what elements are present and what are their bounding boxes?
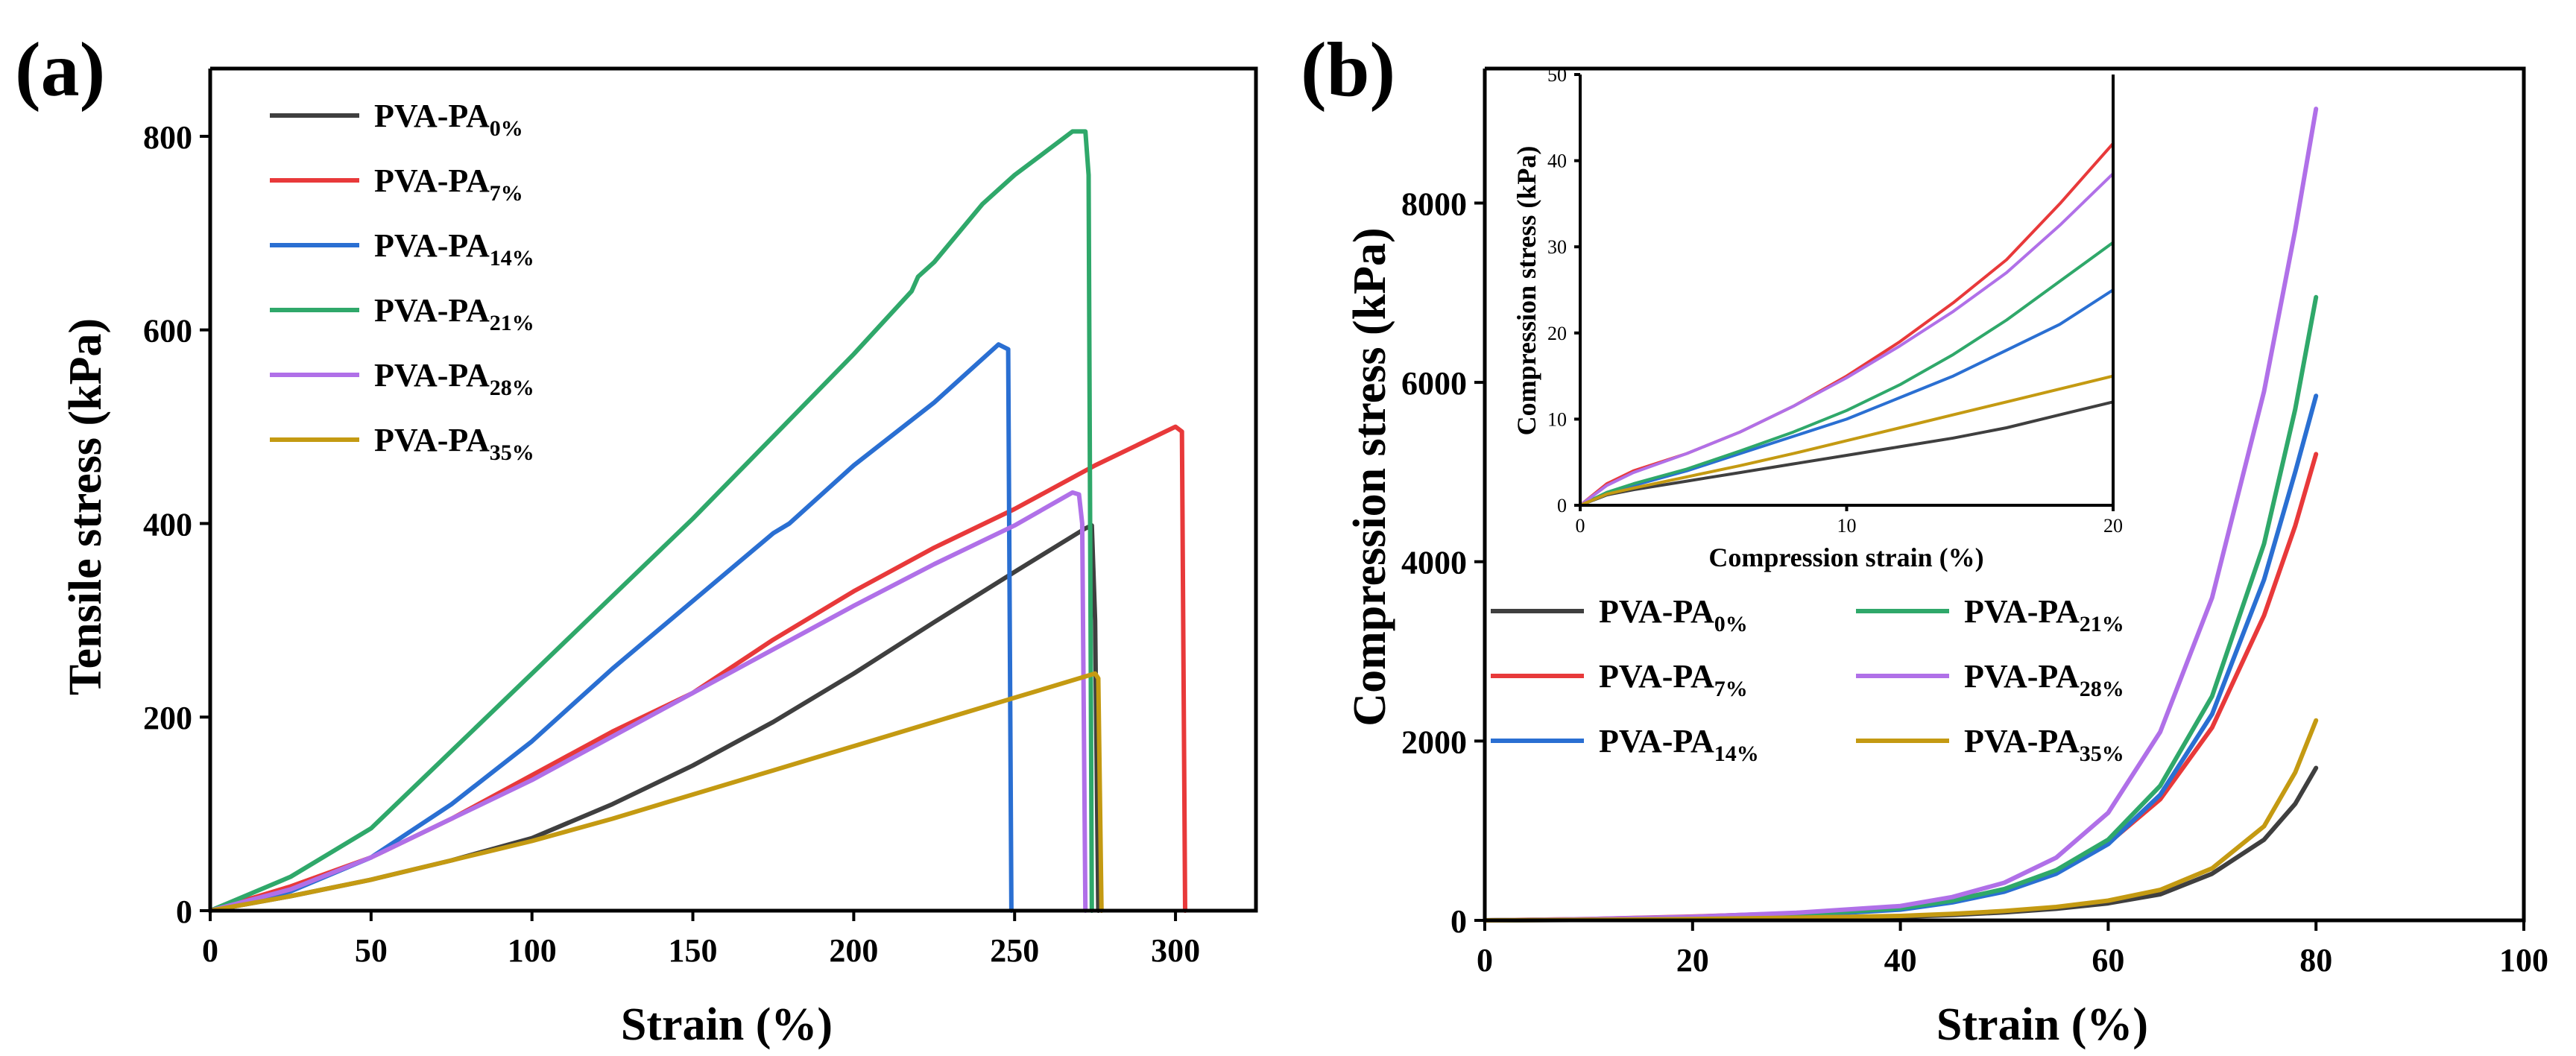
panel-b-legend-label-pa0: PVA-PA0%	[1599, 593, 1748, 636]
panel-b-label: (b)	[1301, 27, 1395, 113]
panel-a-axes-frame	[208, 66, 1258, 913]
panel-a-legend-label-pa35: PVA-PA35%	[374, 422, 534, 465]
inset-x-axis-label: Compression strain (%)	[1708, 543, 1983, 572]
inset-y-tick-label: 20	[1547, 323, 1567, 344]
panel-b-x-tick-label: 100	[2499, 942, 2548, 978]
inset-y-tick-label: 10	[1547, 408, 1567, 430]
panel-b-legend-label-pa7: PVA-PA7%	[1599, 658, 1748, 701]
panel-b-x-tick-label: 80	[2299, 942, 2332, 978]
panel-a-series-pa0	[208, 523, 1101, 913]
panel-b-series-pa0	[1483, 765, 2319, 923]
panel-a-y-tick-label: 800	[143, 119, 192, 156]
panel-a-legend-label-pa28: PVA-PA28%	[374, 357, 534, 400]
panel-a-y-tick-label: 0	[176, 894, 192, 930]
panel-a-x-tick-label: 100	[508, 932, 557, 969]
panel-a-y-tick-label: 600	[143, 313, 192, 350]
panel-a-series-pa14	[208, 342, 1014, 913]
panel-a-series-pa28	[208, 490, 1088, 913]
panel-a-x-tick-label: 0	[202, 932, 218, 969]
panel-b-x-tick-label: 0	[1477, 942, 1493, 978]
inset-x-tick-label: 0	[1576, 515, 1585, 537]
panel-b-legend-label-pa35: PVA-PA35%	[1964, 723, 2124, 766]
inset-series-pa14	[1579, 288, 2115, 507]
panel-b-y-tick-label: 8000	[1401, 186, 1467, 222]
inset-series-pa21	[1579, 241, 2115, 507]
panel-a-y-axis-label: Tensile stress (kPa)	[60, 318, 111, 695]
panel-b-x-tick-label: 20	[1676, 942, 1709, 978]
panel-a-series-pa35	[208, 671, 1104, 913]
inset-series-pa35	[1579, 374, 2115, 507]
panel-a-legend-label-pa21: PVA-PA21%	[374, 292, 534, 335]
panel-a-legend-label-pa0: PVA-PA0%	[374, 98, 523, 141]
panel-a-x-tick-label: 50	[355, 932, 388, 969]
inset-x-tick-label: 20	[2103, 515, 2123, 537]
inset-y-axis-label: Compression stress (kPa)	[1512, 146, 1541, 436]
inset-series-pa28	[1579, 171, 2115, 507]
inset-y-tick-label: 30	[1547, 236, 1567, 258]
panel-a-x-tick-label: 300	[1151, 932, 1200, 969]
panel-b-legend-label-pa14: PVA-PA14%	[1599, 723, 1759, 766]
panel-a-legend-label-pa7: PVA-PA7%	[374, 162, 523, 206]
inset-y-tick-label: 50	[1547, 64, 1567, 86]
inset-y-tick-label: 0	[1557, 495, 1567, 516]
panel-b-y-tick-label: 2000	[1401, 724, 1467, 760]
panel-a-x-tick-label: 200	[829, 932, 878, 969]
panel-b-legend-label-pa21: PVA-PA21%	[1964, 593, 2124, 636]
panel-a-x-tick-label: 250	[990, 932, 1039, 969]
panel-b-y-tick-label: 6000	[1401, 365, 1467, 402]
panel-a-legend-label-pa14: PVA-PA14%	[374, 227, 534, 271]
panel-a-y-tick-label: 200	[143, 700, 192, 736]
inset-background	[1580, 75, 2113, 505]
panel-a-series-pa21	[208, 129, 1094, 913]
panel-b-x-axis-label: Strain (%)	[1936, 999, 2148, 1050]
inset-x-tick-label: 10	[1837, 515, 1857, 537]
panel-b-series-pa28	[1483, 107, 2319, 923]
inset-y-tick-label: 40	[1547, 151, 1567, 172]
inset-series-pa0	[1579, 400, 2115, 507]
panel-b-y-tick-label: 0	[1450, 903, 1467, 940]
panel-b-legend-label-pa28: PVA-PA28%	[1964, 658, 2124, 701]
panel-b-y-axis-label: Compression stress (kPa)	[1345, 227, 1395, 726]
panel-a-x-axis-label: Strain (%)	[621, 999, 833, 1050]
panel-a-x-tick-label: 150	[669, 932, 718, 969]
panel-b-y-tick-label: 4000	[1401, 545, 1467, 581]
panel-a-chart: 0 50 100 150 200 250 300 0 200 400 600 800 PVA-PA0%…	[60, 66, 1258, 1050]
panel-a-label: (a)	[15, 27, 105, 113]
panel-a-y-tick-label: 400	[143, 506, 192, 543]
panel-b-x-tick-label: 60	[2092, 942, 2124, 978]
panel-b-x-tick-label: 40	[1884, 942, 1917, 978]
